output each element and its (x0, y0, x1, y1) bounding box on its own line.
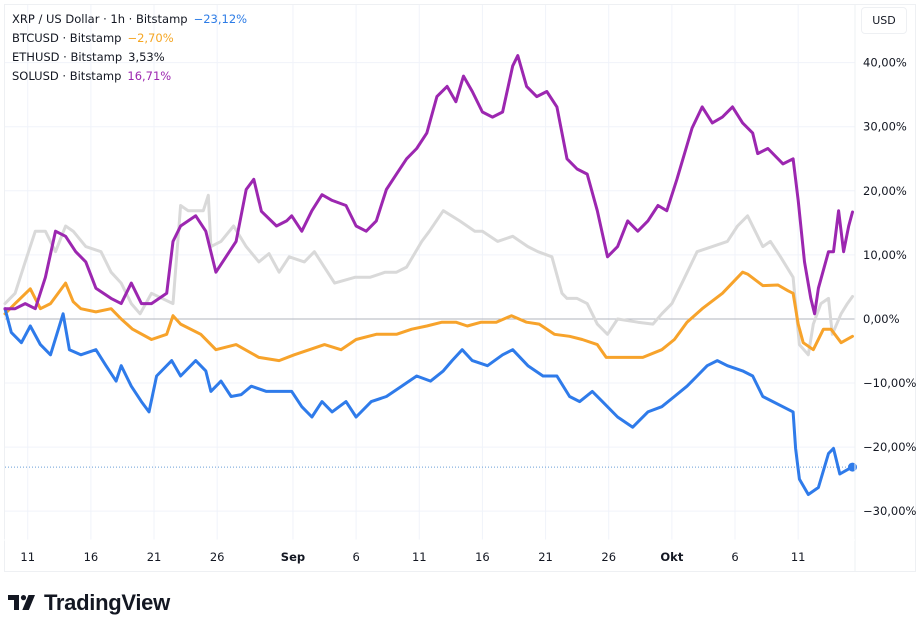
time-axis-label: 6 (352, 550, 359, 564)
legend-change: 3,53% (128, 50, 165, 64)
time-axis-label: 6 (731, 550, 738, 564)
series-line-ethusd (3, 193, 854, 357)
time-axis-label: 16 (84, 550, 99, 564)
price-axis-label: 40,00% (863, 56, 907, 70)
legend-change: −2,70% (127, 31, 174, 45)
legend-item-sol[interactable]: SOLUSD · Bitstamp 16,71% (12, 67, 247, 86)
series-line-xrp (3, 307, 854, 496)
legend: XRP / US Dollar · 1h · Bitstamp −23,12% B… (12, 10, 247, 86)
legend-label: BTCUSD · Bitstamp (12, 31, 122, 45)
series-line-solusd (3, 54, 854, 316)
price-axis-label: 20,00% (863, 184, 907, 198)
price-axis-label: 30,00% (863, 120, 907, 134)
price-axis-label: −30,00% (863, 504, 917, 518)
legend-label: ETHUSD · Bitstamp (12, 50, 123, 64)
time-axis-label: Okt (660, 550, 683, 564)
price-axis-label: −10,00% (863, 376, 917, 390)
price-axis[interactable]: 40,00% 30,00% 20,00% 10,00% 0,00% −10,00% −20,… (863, 56, 917, 519)
time-axis-label: 16 (475, 550, 490, 564)
legend-item-btc[interactable]: BTCUSD · Bitstamp −2,70% (12, 29, 247, 48)
brand-name: TradingView (44, 590, 170, 615)
legend-change: 16,71% (127, 69, 172, 83)
legend-change: −23,12% (193, 12, 248, 26)
price-axis-label: 0,00% (863, 312, 900, 326)
tradingview-logo-icon (8, 595, 35, 610)
legend-label: XRP / US Dollar · 1h · Bitstamp (12, 12, 188, 26)
tradingview-logo[interactable]: TradingView (8, 590, 170, 616)
legend-item-xrp[interactable]: XRP / US Dollar · 1h · Bitstamp −23,12% (12, 10, 247, 29)
time-axis-label: 26 (210, 550, 225, 564)
price-axis-label: −20,00% (863, 440, 917, 454)
time-axis-label: Sep (281, 550, 305, 564)
series-line-btcusd (3, 270, 854, 363)
time-axis-label: 11 (412, 550, 427, 564)
currency-button[interactable]: USD (861, 7, 907, 34)
time-axis[interactable]: 11 16 21 26 Sep 6 11 16 21 26 Okt 6 11 (20, 550, 805, 564)
legend-label: SOLUSD · Bitstamp (12, 69, 122, 83)
last-value-marker (847, 462, 857, 472)
time-axis-label: 26 (601, 550, 616, 564)
legend-item-eth[interactable]: ETHUSD · Bitstamp 3,53% (12, 48, 247, 67)
time-axis-label: 11 (20, 550, 35, 564)
time-axis-label: 21 (147, 550, 162, 564)
price-axis-label: 10,00% (863, 248, 907, 262)
chart-frame (4, 4, 916, 572)
time-axis-label: 11 (791, 550, 806, 564)
series-layer (3, 54, 854, 496)
time-axis-label: 21 (538, 550, 553, 564)
